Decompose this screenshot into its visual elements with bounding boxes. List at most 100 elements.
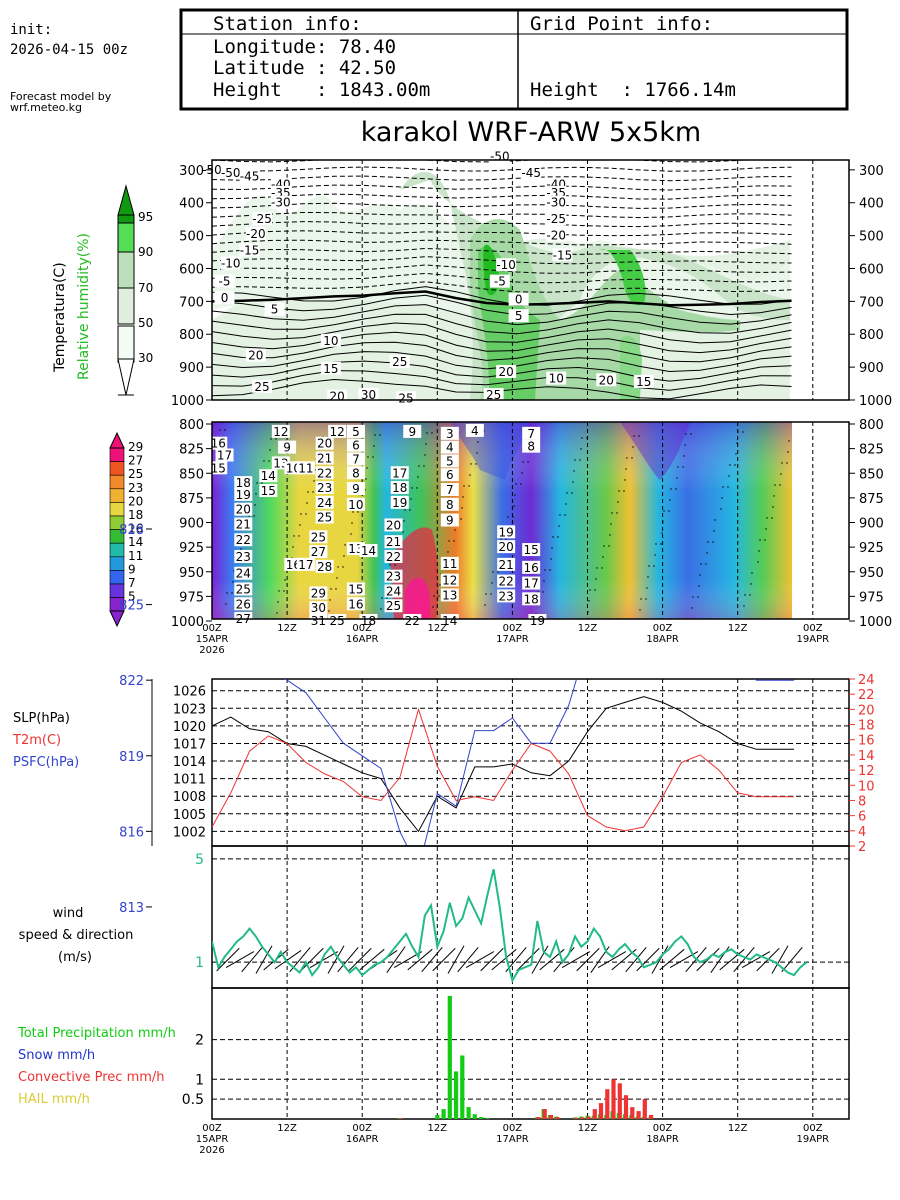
temp-legend-value: 23 <box>128 481 143 495</box>
slp-tick-label: 1026 <box>173 685 206 700</box>
temp-label: 17 <box>298 558 313 572</box>
isotherm-label: 5 <box>515 309 523 323</box>
t2m-tick-label: 4 <box>858 825 866 840</box>
slp-tick-label: 1023 <box>173 702 206 717</box>
isotherm <box>212 304 792 326</box>
temp-label-bg <box>346 597 365 611</box>
stipple-dot <box>551 547 553 549</box>
rh-legend-swatch <box>117 287 135 325</box>
temp-label-bg <box>440 497 459 511</box>
stipple-dot <box>521 472 523 474</box>
temp-label: 22 <box>236 533 251 547</box>
stipple-dot <box>305 513 307 515</box>
time-date-label: 16APR <box>346 634 379 645</box>
rh-legend-value: 95 <box>138 210 153 224</box>
wind-direction-stick <box>359 948 385 971</box>
isotherm-label-bg <box>220 166 241 180</box>
time-date-label: 19APR <box>797 1134 830 1145</box>
stipple-dot <box>350 533 352 535</box>
precip-tick-label: 2 <box>195 1033 204 1049</box>
temp-label-bg <box>384 518 403 532</box>
stipple-dot <box>306 502 308 504</box>
precip-bar-convective <box>605 1089 610 1119</box>
stipple-dot <box>707 541 709 543</box>
stipple-dot <box>336 577 338 579</box>
stipple-dot <box>543 580 545 582</box>
precip-bar-total <box>460 1055 465 1119</box>
xs-tick-label-right: 500 <box>859 230 884 245</box>
wind-direction-stick <box>274 950 302 970</box>
temp-label-bg <box>234 566 253 580</box>
stipple-dot <box>379 434 381 436</box>
stipple-dot <box>691 607 693 609</box>
stipple-dot <box>743 605 745 607</box>
stipple-dot <box>417 476 419 478</box>
temp-label: 18 <box>524 592 539 606</box>
stipple-dot <box>268 460 270 462</box>
stipple-dot <box>663 510 665 512</box>
temp-label: 12 <box>330 425 345 439</box>
isotherm-label-bg <box>396 391 417 405</box>
isotherm <box>212 313 792 335</box>
hail-label: HAIL mm/h <box>18 1092 90 1107</box>
wind-direction-stick <box>447 945 465 974</box>
stipple-dot <box>640 598 642 600</box>
rh-legend-value: 90 <box>138 245 153 259</box>
tc-tick-label-left: 975 <box>179 590 204 605</box>
temp-axis-label: Temperatura(C) <box>52 262 68 373</box>
precip-bar-convective <box>598 1103 604 1119</box>
stipple-dot <box>742 431 744 433</box>
stipple-dot <box>690 433 692 435</box>
stipple-dot <box>685 433 687 435</box>
temp-label: 22 <box>499 575 514 589</box>
temp-label-bg <box>234 549 253 563</box>
stipple-dot <box>787 451 789 453</box>
precip-bar-convective <box>649 1115 654 1119</box>
temp-label: 22 <box>317 466 332 480</box>
time-tick-label: 00Z <box>503 623 523 634</box>
wind-label-3: (m/s) <box>58 950 92 965</box>
stipple-dot <box>380 608 382 610</box>
stipple-dot <box>269 449 271 451</box>
wind-speed-line <box>212 868 808 983</box>
tc-tick-label-right: 925 <box>859 541 884 556</box>
stipple-dot <box>522 461 524 463</box>
tc-tick-label-right: 900 <box>859 517 884 532</box>
stipple-dot <box>372 456 374 458</box>
temp-label-bg <box>309 614 328 627</box>
stipple-dot <box>684 444 686 446</box>
temp-label-bg <box>315 451 334 465</box>
xs-tick-label-left: 300 <box>179 164 204 179</box>
temp-label: 4 <box>471 424 479 438</box>
stipple-dot <box>608 545 610 547</box>
isotherm-label: -50 <box>221 166 241 180</box>
t2m-tick-label: 6 <box>858 810 866 825</box>
precip-bar-convective <box>555 1117 560 1119</box>
stipple-dot <box>623 490 625 492</box>
stipple-dot <box>497 571 499 573</box>
stipple-dot <box>712 541 714 543</box>
temp-label: 7 <box>527 427 535 441</box>
temp-label: 9 <box>283 441 291 455</box>
isotherm <box>212 211 792 219</box>
wind-direction-stick <box>659 948 685 971</box>
stipple-dot <box>312 491 314 493</box>
stipple-dot <box>700 563 702 565</box>
stipple-dot <box>276 612 278 614</box>
stipple-dot <box>559 514 561 516</box>
stipple-dot <box>580 448 582 450</box>
xs-tick-label-right: 400 <box>859 197 884 212</box>
temp-label: 22 <box>386 550 401 564</box>
isotherm-label-bg <box>239 243 260 257</box>
temp-label-bg <box>440 454 459 468</box>
isotherm-label-bg <box>320 333 341 347</box>
time-tick-label: 00Z <box>202 1123 222 1134</box>
stipple-dot <box>648 565 650 567</box>
stipple-dot <box>728 475 730 477</box>
rh-95-area-2 <box>600 249 646 306</box>
isotherm-label: 25 <box>398 391 413 405</box>
psfc-tick-label: 819 <box>119 750 144 765</box>
stipple-dot <box>596 567 598 569</box>
